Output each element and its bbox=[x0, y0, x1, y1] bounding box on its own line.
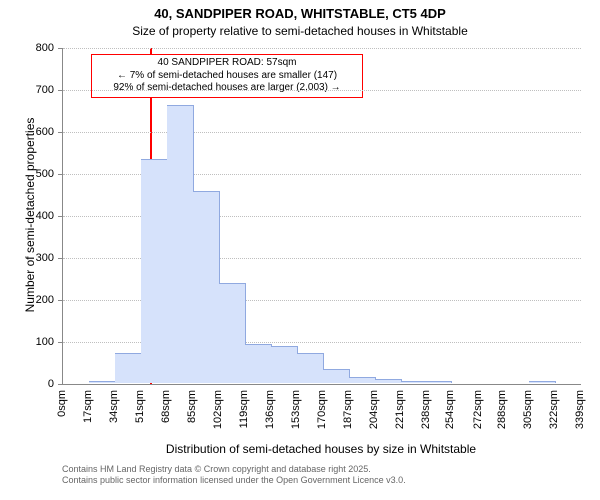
annotation-line1: 40 SANDPIPER ROAD: 57sqm bbox=[96, 57, 358, 70]
x-tick-label: 288sqm bbox=[496, 390, 508, 429]
histogram-bar bbox=[529, 381, 556, 383]
histogram-bar bbox=[167, 105, 194, 383]
x-tick-label: 238sqm bbox=[420, 390, 432, 429]
annotation-line2: ← 7% of semi-detached houses are smaller… bbox=[96, 70, 358, 83]
gridline bbox=[63, 90, 581, 91]
credits-line2: Contains public sector information licen… bbox=[62, 475, 406, 486]
chart-title-line2: Size of property relative to semi-detach… bbox=[0, 24, 600, 38]
y-tick-mark bbox=[58, 300, 62, 301]
histogram-bar bbox=[271, 346, 298, 383]
y-tick-mark bbox=[58, 48, 62, 49]
histogram-bar bbox=[141, 159, 168, 383]
histogram-bar bbox=[375, 379, 402, 383]
plot-area: 40 SANDPIPER ROAD: 57sqm ← 7% of semi-de… bbox=[62, 48, 581, 385]
x-tick-label: 339sqm bbox=[574, 390, 586, 429]
gridline bbox=[63, 132, 581, 133]
x-tick-label: 119sqm bbox=[238, 390, 250, 428]
x-tick-label: 170sqm bbox=[316, 390, 328, 429]
histogram-bar bbox=[401, 381, 428, 383]
y-tick-mark bbox=[58, 174, 62, 175]
y-tick-mark bbox=[58, 132, 62, 133]
x-tick-label: 85sqm bbox=[186, 390, 198, 423]
y-tick-mark bbox=[58, 90, 62, 91]
y-tick-label: 100 bbox=[24, 336, 54, 348]
histogram-bar bbox=[323, 369, 350, 383]
gridline bbox=[63, 48, 581, 49]
x-tick-label: 153sqm bbox=[290, 390, 302, 429]
y-tick-label: 300 bbox=[24, 252, 54, 264]
y-tick-label: 800 bbox=[24, 42, 54, 54]
y-tick-label: 500 bbox=[24, 168, 54, 180]
x-tick-label: 221sqm bbox=[394, 390, 406, 429]
y-tick-mark bbox=[58, 216, 62, 217]
y-tick-label: 600 bbox=[24, 126, 54, 138]
chart-container: 40, SANDPIPER ROAD, WHITSTABLE, CT5 4DP … bbox=[0, 0, 600, 500]
chart-title-line1: 40, SANDPIPER ROAD, WHITSTABLE, CT5 4DP bbox=[0, 6, 600, 21]
x-tick-label: 34sqm bbox=[108, 390, 120, 423]
x-tick-label: 322sqm bbox=[548, 390, 560, 429]
y-tick-mark bbox=[58, 258, 62, 259]
x-tick-label: 272sqm bbox=[472, 390, 484, 429]
credits-line1: Contains HM Land Registry data © Crown c… bbox=[62, 464, 406, 475]
credits-text: Contains HM Land Registry data © Crown c… bbox=[62, 464, 406, 487]
histogram-bar bbox=[193, 191, 220, 383]
histogram-bar bbox=[219, 283, 246, 383]
histogram-bar bbox=[297, 353, 324, 383]
x-tick-label: 305sqm bbox=[522, 390, 534, 429]
x-tick-label: 254sqm bbox=[444, 390, 456, 429]
y-tick-label: 400 bbox=[24, 210, 54, 222]
histogram-bar bbox=[349, 377, 376, 383]
x-tick-label: 17sqm bbox=[82, 390, 94, 423]
y-tick-mark bbox=[58, 342, 62, 343]
x-tick-label: 204sqm bbox=[368, 390, 380, 429]
y-tick-label: 700 bbox=[24, 84, 54, 96]
x-tick-label: 136sqm bbox=[264, 390, 276, 429]
y-tick-mark bbox=[58, 384, 62, 385]
histogram-bar bbox=[245, 344, 272, 383]
x-tick-label: 68sqm bbox=[160, 390, 172, 423]
y-tick-label: 0 bbox=[24, 378, 54, 390]
y-tick-label: 200 bbox=[24, 294, 54, 306]
x-axis-label: Distribution of semi-detached houses by … bbox=[62, 442, 580, 456]
x-tick-label: 102sqm bbox=[212, 390, 224, 429]
histogram-bar bbox=[89, 381, 116, 383]
histogram-bar bbox=[427, 381, 452, 383]
x-tick-label: 51sqm bbox=[134, 390, 146, 423]
x-tick-label: 187sqm bbox=[342, 390, 354, 429]
histogram-bar bbox=[115, 353, 142, 383]
x-tick-label: 0sqm bbox=[56, 390, 68, 417]
annotation-line3: 92% of semi-detached houses are larger (… bbox=[96, 82, 358, 95]
